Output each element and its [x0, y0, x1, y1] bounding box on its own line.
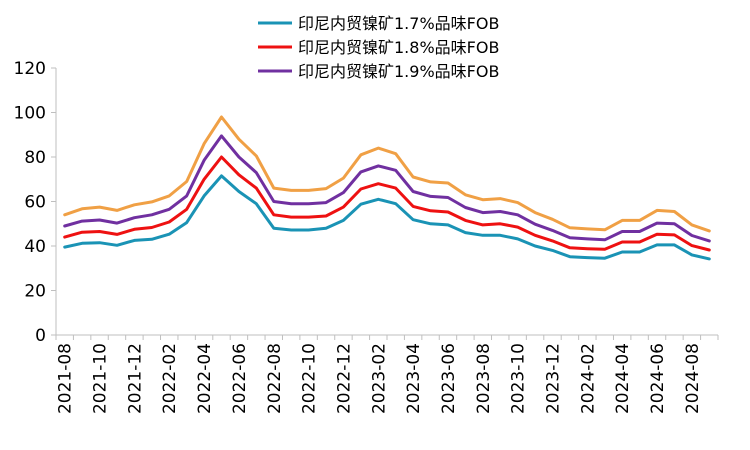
- x-tick-label: 2022-06: [230, 343, 250, 414]
- series-group: [63, 115, 711, 261]
- x-tick-label: 2024-04: [613, 343, 633, 414]
- x-tick-label: 2021-12: [125, 343, 145, 414]
- x-tick-label: 2023-10: [509, 343, 529, 414]
- x-tick-label: 2024-02: [578, 343, 598, 414]
- y-tick-label: 20: [24, 282, 46, 302]
- legend-item-2: 印尼内贸镍矿1.8%品味FOB: [258, 38, 499, 57]
- legend: 印尼内贸镍矿1.7%品味FOB 印尼内贸镍矿1.8%品味FOB 印尼内贸镍矿1.…: [258, 14, 499, 81]
- y-tick-label: 40: [24, 237, 46, 257]
- x-tick-label: 2024-08: [683, 343, 703, 414]
- x-tick-label: 2021-10: [91, 343, 111, 414]
- legend-label-3: 印尼内贸镍矿1.9%品味FOB: [298, 62, 499, 81]
- x-tick-label: 2023-02: [369, 343, 389, 414]
- y-tick-label: 60: [24, 193, 46, 213]
- y-tick-label: 120: [14, 59, 46, 79]
- x-tick-label: 2022-02: [160, 343, 180, 414]
- x-tick-label: 2023-04: [404, 343, 424, 414]
- series-line-3: [63, 134, 711, 243]
- x-tick-label: 2022-10: [300, 343, 320, 414]
- x-tick-label: 2021-08: [56, 343, 76, 414]
- series-line-4: [63, 115, 711, 233]
- axes: 0 20 40 60 80 100 120 2021-08 2021-10 2021-12 2022…: [14, 59, 719, 414]
- series-line-1: [63, 174, 711, 261]
- x-tick-label: 2022-08: [265, 343, 285, 414]
- legend-item-1: 印尼内贸镍矿1.7%品味FOB: [258, 14, 499, 33]
- x-tick-label: 2023-08: [474, 343, 494, 414]
- x-tick-label: 2023-06: [439, 343, 459, 414]
- x-tick-label: 2022-04: [195, 343, 215, 414]
- y-tick-label: 100: [14, 104, 46, 124]
- y-tick-label: 80: [24, 148, 46, 168]
- legend-item-3: 印尼内贸镍矿1.9%品味FOB: [258, 62, 499, 81]
- x-tick-label: 2023-12: [544, 343, 564, 414]
- y-tick-label: 0: [35, 326, 46, 346]
- x-tick-label: 2024-06: [648, 343, 668, 414]
- legend-label-2: 印尼内贸镍矿1.8%品味FOB: [298, 38, 499, 57]
- x-tick-label: 2022-12: [334, 343, 354, 414]
- legend-label-1: 印尼内贸镍矿1.7%品味FOB: [298, 14, 499, 33]
- series-line-2: [63, 155, 711, 252]
